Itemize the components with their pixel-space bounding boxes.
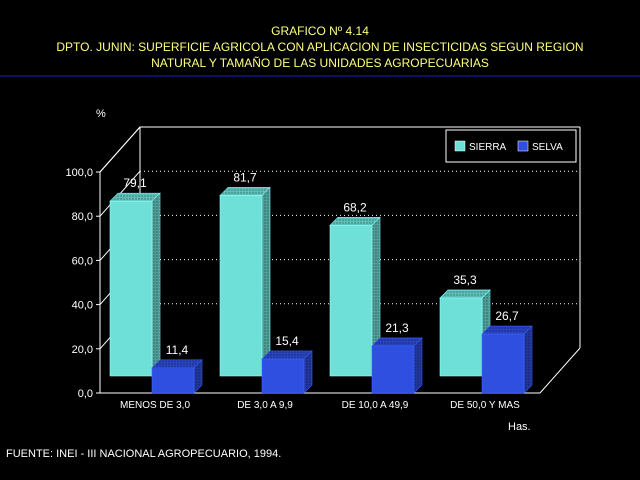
source-note: FUENTE: INEI - III NACIONAL AGROPECUARIO… [6, 448, 281, 460]
bar-front [261, 358, 305, 394]
data-label: 15,4 [275, 334, 299, 348]
bar-selva: 15,4 [261, 334, 313, 394]
bars: 79,1 11,4 81,7 15,4 68,2 21,3 35,3 26,7 [109, 170, 533, 394]
bar-front [151, 367, 195, 394]
x-tick-labels: MENOS DE 3,0 DE 3,0 A 9,9 DE 10,0 A 49,9 DE… [120, 400, 520, 411]
data-label: 35,3 [453, 273, 477, 287]
bar-front [439, 297, 483, 377]
bar-top-texture [330, 217, 380, 226]
legend-label-selva: SELVA [532, 142, 563, 153]
bar-side-texture [372, 217, 380, 376]
bar-front [329, 224, 373, 377]
chart-subtitle-line2: NATURAL Y TAMAÑO DE LAS UNIDADES AGROPEC… [151, 56, 489, 70]
bar-sierra: 81,7 [219, 170, 271, 377]
data-label: 68,2 [343, 200, 367, 214]
bar-front [371, 345, 415, 394]
bar-sierra: 68,2 [329, 200, 381, 377]
gridline-depth [99, 126, 141, 173]
bar-side-texture [262, 187, 270, 376]
bar-front [481, 333, 525, 394]
legend-swatch-sierra [454, 140, 466, 152]
x-tick-label: DE 50,0 Y MAS [450, 400, 520, 411]
bar-top-texture [110, 193, 160, 202]
bar-selva: 11,4 [151, 343, 203, 394]
y-axis-label: % [96, 108, 106, 120]
x-tick-label: DE 3,0 A 9,9 [237, 400, 293, 411]
bar-front [219, 195, 263, 377]
bar-side-texture [194, 359, 202, 393]
bar-side-texture [152, 193, 160, 376]
data-label: 21,3 [385, 321, 409, 335]
legend-label-sierra: SIERRA [469, 142, 507, 153]
y-tick-label: 100,0 [65, 167, 93, 179]
bar-top-texture [482, 325, 532, 334]
bar-top-texture [372, 337, 422, 346]
bar-top-texture [220, 187, 270, 196]
bar-top-texture [440, 289, 490, 298]
legend-swatch-selva [517, 140, 529, 152]
data-label: 26,7 [495, 309, 519, 323]
x-tick-label: MENOS DE 3,0 [120, 400, 190, 411]
legend-box [445, 129, 577, 163]
chart-subtitle-line1: DPTO. JUNIN: SUPERFICIE AGRICOLA CON APL… [56, 40, 583, 54]
bar-sierra: 79,1 [109, 176, 161, 377]
frame-edge [539, 347, 581, 394]
bar-selva: 21,3 [371, 321, 423, 394]
y-tick-label: 80,0 [72, 211, 93, 223]
y-tick-label: 40,0 [72, 300, 93, 312]
chart-title: GRAFICO Nº 4.14 [271, 24, 369, 38]
x-axis-label: Has. [508, 421, 531, 433]
bar-side-texture [524, 325, 532, 393]
y-tick-labels: 0,0 20,0 40,0 60,0 80,0 100,0 [65, 167, 100, 400]
x-tick-label: DE 10,0 A 49,9 [342, 400, 409, 411]
y-tick-label: 0,0 [78, 388, 93, 400]
bar-side-texture [414, 337, 422, 393]
bar-selva: 26,7 [481, 309, 533, 394]
data-label: 81,7 [233, 170, 257, 184]
bar-top-texture [152, 359, 202, 368]
legend: SIERRA SELVA [445, 129, 577, 163]
data-label: 11,4 [166, 343, 189, 357]
bar-side-texture [304, 350, 312, 393]
y-tick-label: 60,0 [72, 255, 93, 267]
bar-top-texture [262, 350, 312, 359]
data-label: 79,1 [123, 176, 147, 190]
y-tick-label: 20,0 [72, 344, 93, 356]
bar-front [109, 200, 153, 377]
